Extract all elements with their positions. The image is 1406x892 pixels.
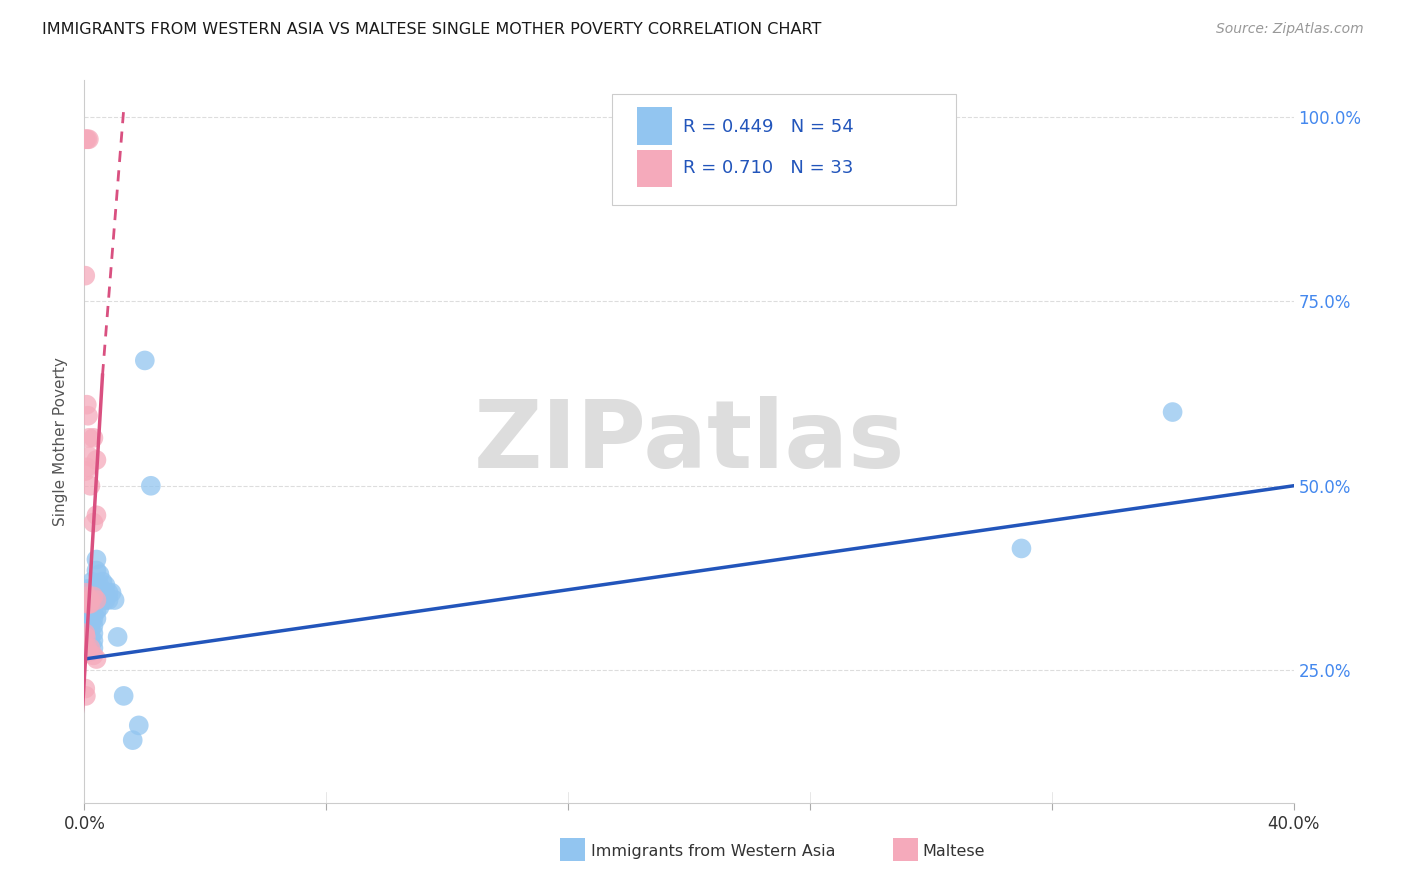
Point: [79, 645, 101, 659]
Point: [91, 593, 114, 607]
Point: [76, 640, 98, 655]
Point: [97, 593, 120, 607]
Point: [82, 619, 104, 633]
Text: Maltese: Maltese: [922, 845, 984, 859]
Point: [82, 590, 104, 604]
Point: [107, 630, 129, 644]
Point: [139, 479, 162, 493]
Text: Immigrants from Western Asia: Immigrants from Western Asia: [591, 845, 835, 859]
Point: [76, 611, 98, 625]
Point: [86, 593, 108, 607]
Point: [77, 597, 100, 611]
Point: [89, 593, 111, 607]
Point: [82, 648, 104, 663]
Point: [76, 604, 98, 618]
Point: [82, 626, 104, 640]
Point: [89, 567, 111, 582]
Point: [79, 479, 101, 493]
Point: [86, 593, 108, 607]
Point: [77, 450, 100, 464]
Point: [86, 564, 108, 578]
Point: [82, 633, 104, 648]
Point: [1011, 541, 1033, 556]
Point: [75, 585, 97, 599]
Text: Source: ZipAtlas.com: Source: ZipAtlas.com: [1216, 22, 1364, 37]
Point: [79, 623, 101, 637]
Point: [86, 552, 108, 566]
Point: [82, 640, 104, 655]
Point: [91, 574, 114, 589]
Point: [121, 733, 143, 747]
Point: [91, 585, 114, 599]
Point: [94, 578, 117, 592]
Point: [100, 585, 122, 599]
Point: [86, 585, 108, 599]
Point: [82, 611, 104, 625]
Point: [80, 574, 103, 589]
Point: [76, 623, 98, 637]
Point: [79, 637, 101, 651]
Text: R = 0.449   N = 54: R = 0.449 N = 54: [683, 118, 853, 136]
Point: [82, 516, 104, 530]
Point: [76, 460, 98, 475]
Point: [79, 597, 101, 611]
Point: [77, 409, 100, 423]
Point: [75, 630, 97, 644]
Point: [82, 593, 104, 607]
Point: [94, 585, 117, 599]
Point: [76, 132, 98, 146]
Point: [76, 593, 98, 607]
Point: [97, 585, 120, 599]
Point: [86, 453, 108, 467]
Point: [94, 593, 117, 607]
Point: [77, 597, 100, 611]
Point: [112, 689, 135, 703]
Point: [1161, 405, 1184, 419]
Point: [104, 593, 127, 607]
Point: [75, 132, 97, 146]
Point: [75, 268, 97, 283]
Point: [134, 353, 156, 368]
Point: [77, 611, 100, 625]
Point: [82, 431, 104, 445]
Point: [79, 604, 101, 618]
Text: ZIPatlas: ZIPatlas: [474, 395, 904, 488]
Point: [75, 689, 97, 703]
Point: [86, 508, 108, 523]
Point: [79, 640, 101, 655]
Point: [82, 604, 104, 618]
Point: [79, 615, 101, 630]
Point: [76, 582, 98, 596]
Point: [86, 611, 108, 625]
Point: [82, 582, 104, 596]
Point: [76, 590, 98, 604]
Point: [79, 630, 101, 644]
Point: [76, 398, 98, 412]
Point: [73, 132, 96, 146]
Point: [89, 585, 111, 599]
Point: [77, 431, 100, 445]
Point: [75, 464, 97, 478]
Point: [86, 652, 108, 666]
Point: [79, 593, 101, 607]
Point: [128, 718, 150, 732]
Point: [86, 604, 108, 618]
Point: [77, 645, 100, 659]
Point: [89, 600, 111, 615]
Point: [75, 585, 97, 599]
Point: [76, 597, 98, 611]
Y-axis label: Single Mother Poverty: Single Mother Poverty: [53, 357, 69, 526]
Point: [77, 132, 100, 146]
Point: [75, 681, 97, 696]
Point: [75, 626, 97, 640]
Text: IMMIGRANTS FROM WESTERN ASIA VS MALTESE SINGLE MOTHER POVERTY CORRELATION CHART: IMMIGRANTS FROM WESTERN ASIA VS MALTESE …: [42, 22, 821, 37]
Point: [79, 593, 101, 607]
Point: [76, 590, 98, 604]
Text: R = 0.710   N = 33: R = 0.710 N = 33: [683, 159, 853, 177]
Point: [89, 578, 111, 592]
